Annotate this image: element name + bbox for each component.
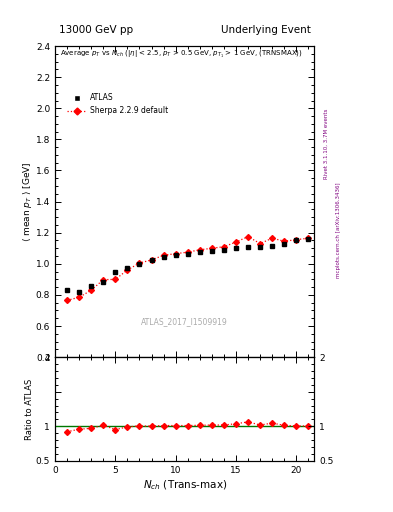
Text: Average $p_T$ vs $N_{ch}$ ($|\eta|$ < 2.5, $p_T$ > 0.5 GeV, $p_{T_1}$ > 1 GeV, (: Average $p_T$ vs $N_{ch}$ ($|\eta|$ < 2.… [60, 49, 303, 60]
Legend: ATLAS, Sherpa 2.2.9 default: ATLAS, Sherpa 2.2.9 default [64, 90, 171, 118]
Text: Rivet 3.1.10, 3.7M events: Rivet 3.1.10, 3.7M events [324, 108, 329, 179]
Text: ATLAS_2017_I1509919: ATLAS_2017_I1509919 [141, 317, 228, 326]
Text: Underlying Event: Underlying Event [220, 25, 310, 35]
Y-axis label: $\langle$ mean $p_T$ $\rangle$ [GeV]: $\langle$ mean $p_T$ $\rangle$ [GeV] [21, 161, 35, 242]
Text: mcplots.cern.ch [arXiv:1306.3436]: mcplots.cern.ch [arXiv:1306.3436] [336, 183, 341, 278]
Y-axis label: Ratio to ATLAS: Ratio to ATLAS [26, 378, 35, 440]
Text: 13000 GeV pp: 13000 GeV pp [59, 25, 133, 35]
X-axis label: $N_{ch}$ (Trans-max): $N_{ch}$ (Trans-max) [143, 479, 227, 493]
